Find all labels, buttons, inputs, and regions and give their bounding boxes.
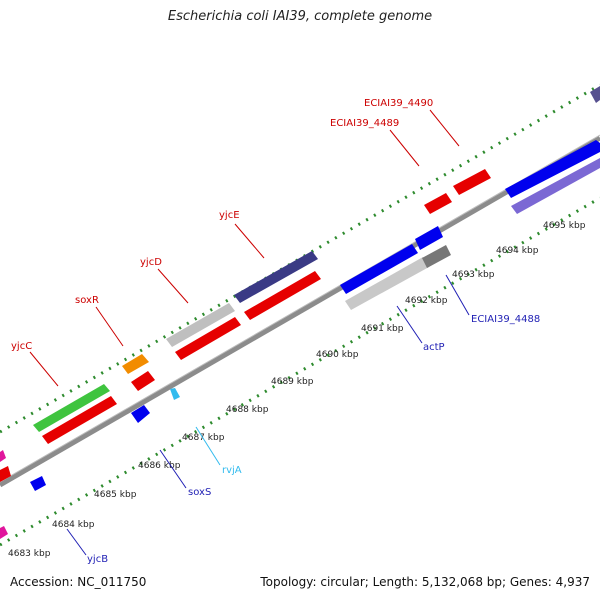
gene-label[interactable]: yjcB xyxy=(87,554,108,565)
kbp-tick-label: 4685 kbp xyxy=(94,490,137,500)
gene-yjcE-bottom[interactable] xyxy=(244,271,321,320)
gene-yjcD-top[interactable] xyxy=(166,303,235,347)
gene-label[interactable]: soxR xyxy=(75,295,99,306)
gene-rvjA[interactable] xyxy=(170,388,180,400)
gene-right-slate[interactable] xyxy=(511,158,600,214)
gene-right-blue-top[interactable] xyxy=(505,140,600,198)
genome-backbone xyxy=(0,135,600,488)
gene-soxS[interactable] xyxy=(131,405,150,423)
gene-yjcC-top[interactable] xyxy=(33,384,110,432)
gene-label[interactable]: yjcC xyxy=(11,341,32,352)
reverse-features xyxy=(0,226,451,539)
kbp-tick-label: 4683 kbp xyxy=(8,549,51,559)
gene-label[interactable]: actP xyxy=(423,342,445,353)
gene-label-leader xyxy=(396,305,423,344)
gene-label-leader xyxy=(95,306,124,347)
forward-features xyxy=(0,86,600,462)
gene-yjcC-bottom[interactable] xyxy=(42,396,117,444)
genome-backbone-highlight xyxy=(0,134,600,483)
gene-ECIAI39-4490[interactable] xyxy=(453,169,491,195)
gene-top-right-slate[interactable] xyxy=(590,86,600,103)
kbp-tick-label: 4692 kbp xyxy=(405,296,448,306)
gene-label-leader xyxy=(159,449,187,489)
kbp-tick-label: 4695 kbp xyxy=(543,221,586,231)
gene-left-magenta-top[interactable] xyxy=(0,450,6,462)
gene-soxR[interactable] xyxy=(122,354,149,374)
gene-actP-top[interactable] xyxy=(340,244,418,294)
kbp-tick-label: 4690 kbp xyxy=(316,350,359,360)
gene-label-leader xyxy=(445,274,470,316)
gene-small-blue-right[interactable] xyxy=(415,226,443,250)
kbp-tick-label: 4688 kbp xyxy=(226,405,269,415)
gene-label[interactable]: ECIAI39_4489 xyxy=(330,118,399,129)
outer-tick-ring xyxy=(0,83,600,434)
gene-label-leader xyxy=(157,268,189,304)
gene-left-magenta-bottom[interactable] xyxy=(0,526,8,539)
kbp-tick-label: 4689 kbp xyxy=(271,377,314,387)
gene-label-leader xyxy=(29,351,59,387)
gene-label-leader xyxy=(195,426,221,466)
kbp-tick-label: 4684 kbp xyxy=(52,520,95,530)
inner-tick-ring xyxy=(0,196,600,547)
gene-label-leader xyxy=(429,109,460,147)
gene-left-red[interactable] xyxy=(0,466,11,482)
gene-label-leader xyxy=(234,223,265,259)
gene-labels: yjcC soxR yjcD yjcE ECIAI39_4489 ECIAI39_4490… xyxy=(11,98,540,565)
gene-yjcD-bottom[interactable] xyxy=(175,317,241,360)
genome-info-text: Topology: circular; Length: 5,132,068 bp… xyxy=(260,575,590,589)
kbp-tick-label: 4686 kbp xyxy=(138,461,181,471)
gene-label[interactable]: yjcE xyxy=(219,210,240,221)
kbp-tick-label: 4693 kbp xyxy=(452,270,495,280)
gene-ECIAI39-4489[interactable] xyxy=(424,193,452,214)
kbp-tick-label: 4694 kbp xyxy=(496,246,539,256)
map-title: Escherichia coli IAI39, complete genome xyxy=(167,9,433,24)
gene-label[interactable]: rvjA xyxy=(222,465,242,476)
gene-label[interactable]: ECIAI39_4490 xyxy=(364,98,433,109)
kbp-tick-label: 4691 kbp xyxy=(361,324,404,334)
gene-label-leader xyxy=(66,528,87,556)
gene-label-leader xyxy=(389,129,420,167)
gene-label[interactable]: yjcD xyxy=(140,257,162,268)
gene-actP-bottom[interactable] xyxy=(345,257,429,310)
gene-yjcE-top[interactable] xyxy=(234,251,318,303)
gene-ECIAI39-4488[interactable] xyxy=(422,245,451,268)
accession-text: Accession: NC_011750 xyxy=(10,575,147,589)
gene-label[interactable]: ECIAI39_4488 xyxy=(471,314,540,325)
gene-yjcB[interactable] xyxy=(30,476,46,491)
gene-label[interactable]: soxS xyxy=(188,487,211,498)
gene-small-red[interactable] xyxy=(131,371,155,391)
